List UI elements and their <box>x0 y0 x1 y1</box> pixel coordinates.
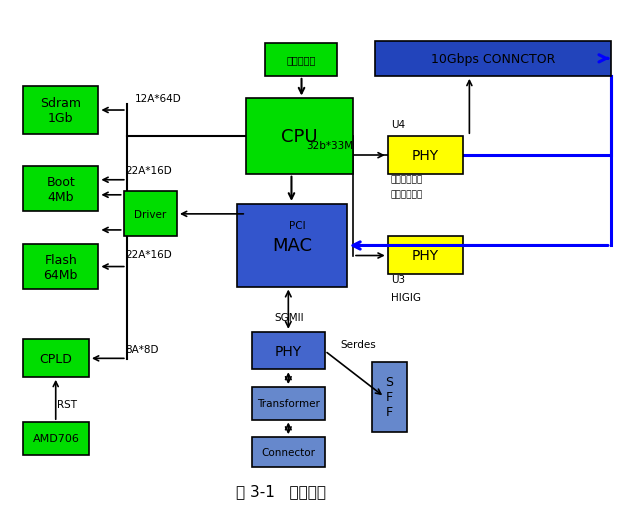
Text: RST: RST <box>57 400 77 410</box>
FancyBboxPatch shape <box>237 205 347 287</box>
Text: 22A*16D: 22A*16D <box>125 165 172 176</box>
Text: PHY: PHY <box>275 344 302 358</box>
FancyBboxPatch shape <box>252 437 325 467</box>
Text: U3: U3 <box>390 274 405 285</box>
Text: Serdes: Serdes <box>341 340 376 350</box>
FancyBboxPatch shape <box>388 237 463 274</box>
Text: 图 3-1   硬件结构: 图 3-1 硬件结构 <box>236 484 326 498</box>
Text: AMD706: AMD706 <box>32 434 80 443</box>
FancyBboxPatch shape <box>372 362 406 432</box>
Text: Sdram
1Gb: Sdram 1Gb <box>40 97 82 125</box>
Text: PCI: PCI <box>289 220 306 231</box>
Text: 10Gbps CONNCTOR: 10Gbps CONNCTOR <box>431 53 555 66</box>
Text: S
F
F: S F F <box>385 376 393 418</box>
FancyBboxPatch shape <box>252 332 325 370</box>
FancyBboxPatch shape <box>23 167 99 212</box>
Text: Connector: Connector <box>262 447 316 457</box>
FancyBboxPatch shape <box>247 99 353 175</box>
Text: 22A*16D: 22A*16D <box>125 249 172 260</box>
Text: Flash
64Mb: Flash 64Mb <box>43 253 78 281</box>
Text: 8A*8D: 8A*8D <box>125 345 159 355</box>
Text: HIGIG: HIGIG <box>390 292 421 302</box>
Text: CPLD: CPLD <box>39 352 73 365</box>
Text: 调试下载网口: 调试下载网口 <box>390 175 423 184</box>
FancyBboxPatch shape <box>388 137 463 175</box>
Text: Driver: Driver <box>134 210 166 219</box>
Text: 12A*64D: 12A*64D <box>135 94 182 104</box>
FancyBboxPatch shape <box>124 192 177 237</box>
Text: CPU: CPU <box>282 128 318 146</box>
Text: U4: U4 <box>390 119 405 129</box>
FancyBboxPatch shape <box>23 422 89 455</box>
Text: 32b*33M: 32b*33M <box>306 140 353 150</box>
Text: PHY: PHY <box>412 149 439 162</box>
FancyBboxPatch shape <box>23 87 99 134</box>
FancyBboxPatch shape <box>252 387 325 420</box>
FancyBboxPatch shape <box>375 42 611 77</box>
Text: Transformer: Transformer <box>257 399 320 408</box>
Text: MAC: MAC <box>272 237 311 254</box>
Text: PHY: PHY <box>412 249 439 263</box>
FancyBboxPatch shape <box>23 244 99 290</box>
Text: SGMII: SGMII <box>274 312 304 322</box>
Text: 板间管理通道: 板间管理通道 <box>390 190 423 199</box>
FancyBboxPatch shape <box>23 340 89 377</box>
Text: 温度传感器: 温度传感器 <box>287 55 316 66</box>
FancyBboxPatch shape <box>265 44 338 77</box>
Text: Boot
4Mb: Boot 4Mb <box>47 176 75 204</box>
